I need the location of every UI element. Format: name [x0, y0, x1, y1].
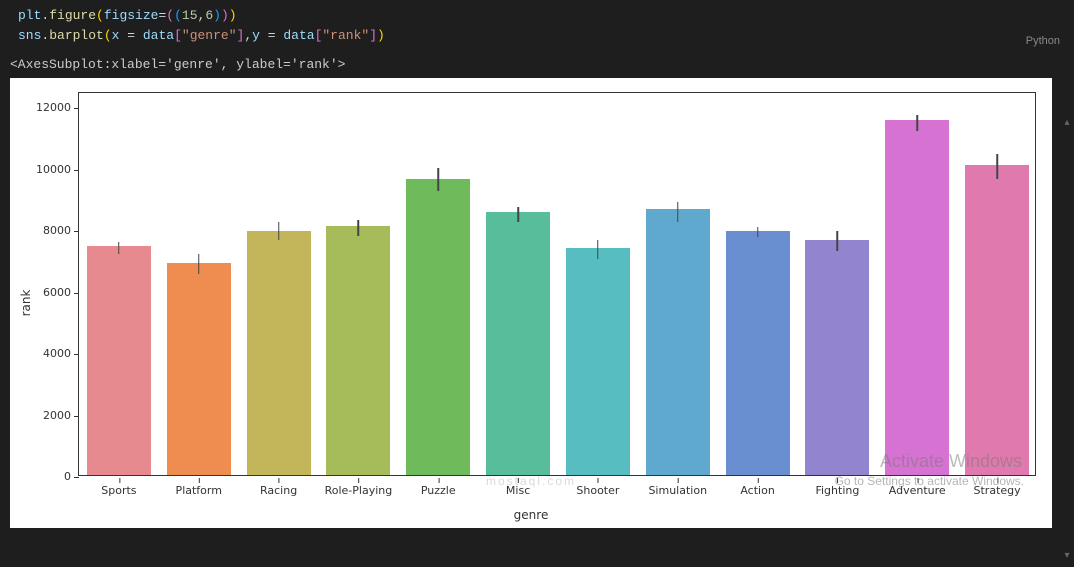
error-bar — [757, 227, 759, 238]
x-tick: Misc — [506, 484, 530, 497]
bar — [167, 263, 231, 475]
error-bar — [517, 207, 519, 222]
error-bar — [996, 154, 998, 179]
error-bar — [837, 231, 839, 251]
x-tick: Sports — [101, 484, 136, 497]
x-tick: Simulation — [648, 484, 707, 497]
error-bar — [278, 222, 280, 240]
bar — [326, 226, 390, 475]
code-cell[interactable]: plt.figure(figsize=((15,6))) sns.barplot… — [0, 0, 1074, 49]
bar — [566, 248, 630, 475]
x-tick: Platform — [176, 484, 222, 497]
code-line-2: sns.barplot(x = data["genre"],y = data["… — [18, 26, 1056, 46]
x-tick: Shooter — [576, 484, 619, 497]
plot-output: rank 020004000600080001000012000SportsPl… — [0, 78, 1074, 532]
bar — [87, 246, 151, 475]
bar — [726, 231, 790, 475]
x-tick: Adventure — [889, 484, 946, 497]
figure: rank 020004000600080001000012000SportsPl… — [10, 78, 1052, 528]
x-tick: Fighting — [815, 484, 859, 497]
axes: 020004000600080001000012000SportsPlatfor… — [78, 92, 1036, 476]
x-tick: Action — [740, 484, 774, 497]
scroll-down-icon[interactable]: ▾ — [1062, 551, 1072, 561]
error-bar — [358, 220, 360, 235]
watermark-center: mostaql.com — [486, 474, 576, 488]
bar — [406, 179, 470, 475]
bar — [805, 240, 869, 475]
error-bar — [917, 115, 919, 132]
x-tick: Role-Playing — [325, 484, 393, 497]
bar — [646, 209, 710, 475]
error-bar — [198, 254, 200, 274]
x-tick: Strategy — [974, 484, 1021, 497]
output-repr: <AxesSubplot:xlabel='genre', ylabel='ran… — [0, 49, 1074, 78]
code-line-1: plt.figure(figsize=((15,6))) — [18, 6, 1056, 26]
error-bar — [597, 240, 599, 258]
x-tick: Racing — [260, 484, 297, 497]
error-bar — [118, 242, 120, 254]
error-bar — [438, 168, 440, 191]
bar — [486, 212, 550, 475]
x-axis-label: genre — [514, 508, 549, 522]
x-tick: Puzzle — [421, 484, 456, 497]
language-label: Python — [1026, 35, 1060, 47]
bar — [247, 231, 311, 475]
error-bar — [677, 202, 679, 222]
scroll-up-icon[interactable]: ▴ — [1062, 118, 1072, 128]
bar — [885, 120, 949, 475]
bar — [965, 165, 1029, 475]
